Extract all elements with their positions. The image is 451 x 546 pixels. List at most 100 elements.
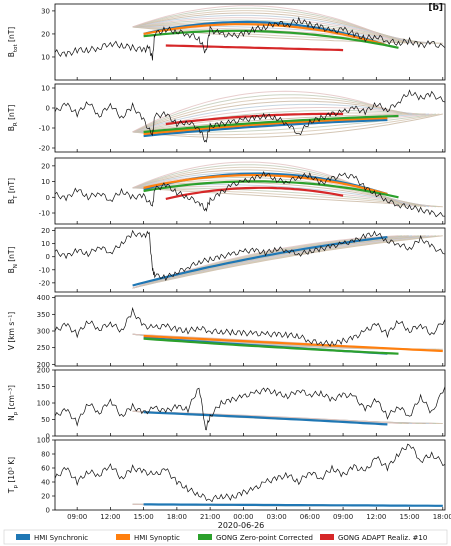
- x-tick-label: 15:00: [134, 513, 154, 521]
- ensemble-line: [132, 113, 443, 139]
- y-tick-label: 20: [41, 227, 50, 235]
- y-axis-title-sub: N: [13, 264, 19, 268]
- y-axis-title-main: V: [7, 344, 16, 350]
- panel-br: -20 -10 0 10 BR [nT]: [7, 83, 446, 153]
- y-tick-label: 0: [46, 194, 50, 202]
- y-tick-label: 350: [37, 311, 50, 319]
- y-axis-title-sub: p: [13, 485, 19, 489]
- ensemble-line: [132, 187, 440, 208]
- ensemble-line: [132, 97, 406, 133]
- model-line: [143, 118, 388, 138]
- x-tick-label: 03:00: [266, 513, 286, 521]
- y-tick-label: -20: [39, 279, 50, 287]
- x-tick-label: 06:00: [300, 513, 320, 521]
- y-axis-title-main: B: [7, 52, 16, 57]
- ensemble-line: [132, 187, 443, 208]
- model-line: [165, 186, 344, 200]
- model-line: [143, 29, 399, 49]
- model-line: [143, 114, 399, 134]
- y-axis-title-unit: [nT]: [7, 178, 16, 196]
- x-tick-label: 12:00: [100, 513, 120, 521]
- y-tick-label: 200: [37, 361, 50, 369]
- y-axis-title: BR [nT]: [7, 105, 19, 132]
- y-axis-title-main: B: [7, 126, 16, 131]
- ensemble-line: [132, 26, 437, 44]
- observed-line: [55, 229, 445, 282]
- model-line: [132, 236, 388, 287]
- observed-line: [55, 386, 445, 431]
- panel-frame: [54, 295, 446, 367]
- y-axis-title-unit: [10³ K]: [7, 457, 16, 485]
- y-axis-title: Tp [10³ K]: [7, 457, 19, 494]
- ensemble-line: [132, 5, 399, 44]
- y-axis-title-sub: T: [13, 195, 19, 200]
- ensemble-line: [132, 19, 420, 44]
- model-line: [143, 116, 388, 136]
- panel-plot-area: [55, 229, 445, 289]
- ensemble-line: [132, 103, 413, 133]
- y-tick-label: 400: [37, 294, 50, 302]
- y-tick-label: 100: [37, 400, 50, 408]
- x-tick-label: 09:00: [333, 513, 353, 521]
- model-line: [143, 503, 443, 507]
- y-axis-title-sub: R: [13, 122, 19, 126]
- y-axis-title: Btot [nT]: [7, 27, 19, 57]
- panel-plot-area: [55, 443, 445, 507]
- model-line: [143, 20, 388, 47]
- y-tick-label: 20: [41, 493, 50, 501]
- ensemble-line: [132, 107, 416, 133]
- y-tick-label: 200: [37, 367, 50, 375]
- y-axis-title-unit: [nT]: [7, 105, 16, 123]
- panel-frame: [54, 157, 446, 225]
- ensemble-line: [132, 187, 437, 208]
- legend-swatch: [116, 534, 130, 540]
- model-line: [143, 334, 443, 353]
- ensemble-line: [132, 113, 440, 136]
- y-tick-label: 50: [41, 416, 50, 424]
- ensemble-line: [132, 100, 409, 133]
- x-tick-label: 12:00: [366, 513, 386, 521]
- y-axis-title-unit: [nT]: [7, 247, 16, 265]
- panel-plot-area: [55, 5, 445, 61]
- x-tick-label: 15:00: [399, 513, 419, 521]
- y-tick-label: 10: [41, 53, 50, 61]
- y-tick-label: 20: [41, 162, 50, 170]
- y-tick-label: 150: [37, 383, 50, 391]
- observed-line: [55, 89, 445, 143]
- panel-tp: 0 20 40 60 80 100 Tp [10³ K]: [7, 437, 446, 515]
- x-tick-label: 00:00: [233, 513, 253, 521]
- y-tick-label: 100: [37, 437, 50, 445]
- x-tick-label: 18:00: [167, 513, 187, 521]
- y-axis-title-main: N: [7, 415, 16, 421]
- observed-line: [55, 443, 445, 503]
- y-axis-title-sub: p: [13, 411, 19, 415]
- y-tick-label: 300: [37, 328, 50, 336]
- ensemble-line: [132, 94, 403, 133]
- y-axis-title-unit: [cm⁻³]: [7, 385, 16, 412]
- x-axis: 09:00 12:00 15:00 18:00 21:00 00:00 03:00 06:00…: [67, 513, 451, 521]
- panel-plot-area: [55, 161, 445, 218]
- y-tick-label: 10: [41, 240, 50, 248]
- legend-swatch: [16, 534, 30, 540]
- y-tick-label: 60: [41, 465, 50, 473]
- x-tick-label: 09:00: [67, 513, 87, 521]
- legend-frame: [3, 529, 448, 545]
- y-axis-title-unit: [nT]: [7, 27, 16, 45]
- y-tick-label: 10: [41, 85, 50, 93]
- observed-line: [55, 16, 445, 61]
- y-axis-title: BT [nT]: [7, 178, 19, 204]
- model-line: [143, 173, 388, 196]
- panel-frame: [54, 439, 446, 511]
- panel-tag: [b]: [428, 3, 443, 13]
- y-tick-label: 0: [46, 507, 50, 515]
- legend-label: HMI Synoptic: [134, 534, 180, 542]
- y-tick-label: 30: [41, 7, 50, 15]
- x-tick-label: 18:00: [433, 513, 451, 521]
- y-tick-label: 0: [46, 433, 50, 441]
- y-tick-label: -10: [39, 266, 50, 274]
- y-tick-label: 80: [41, 451, 50, 459]
- ensemble-line: [132, 17, 416, 44]
- panel-plot-area: [55, 306, 445, 355]
